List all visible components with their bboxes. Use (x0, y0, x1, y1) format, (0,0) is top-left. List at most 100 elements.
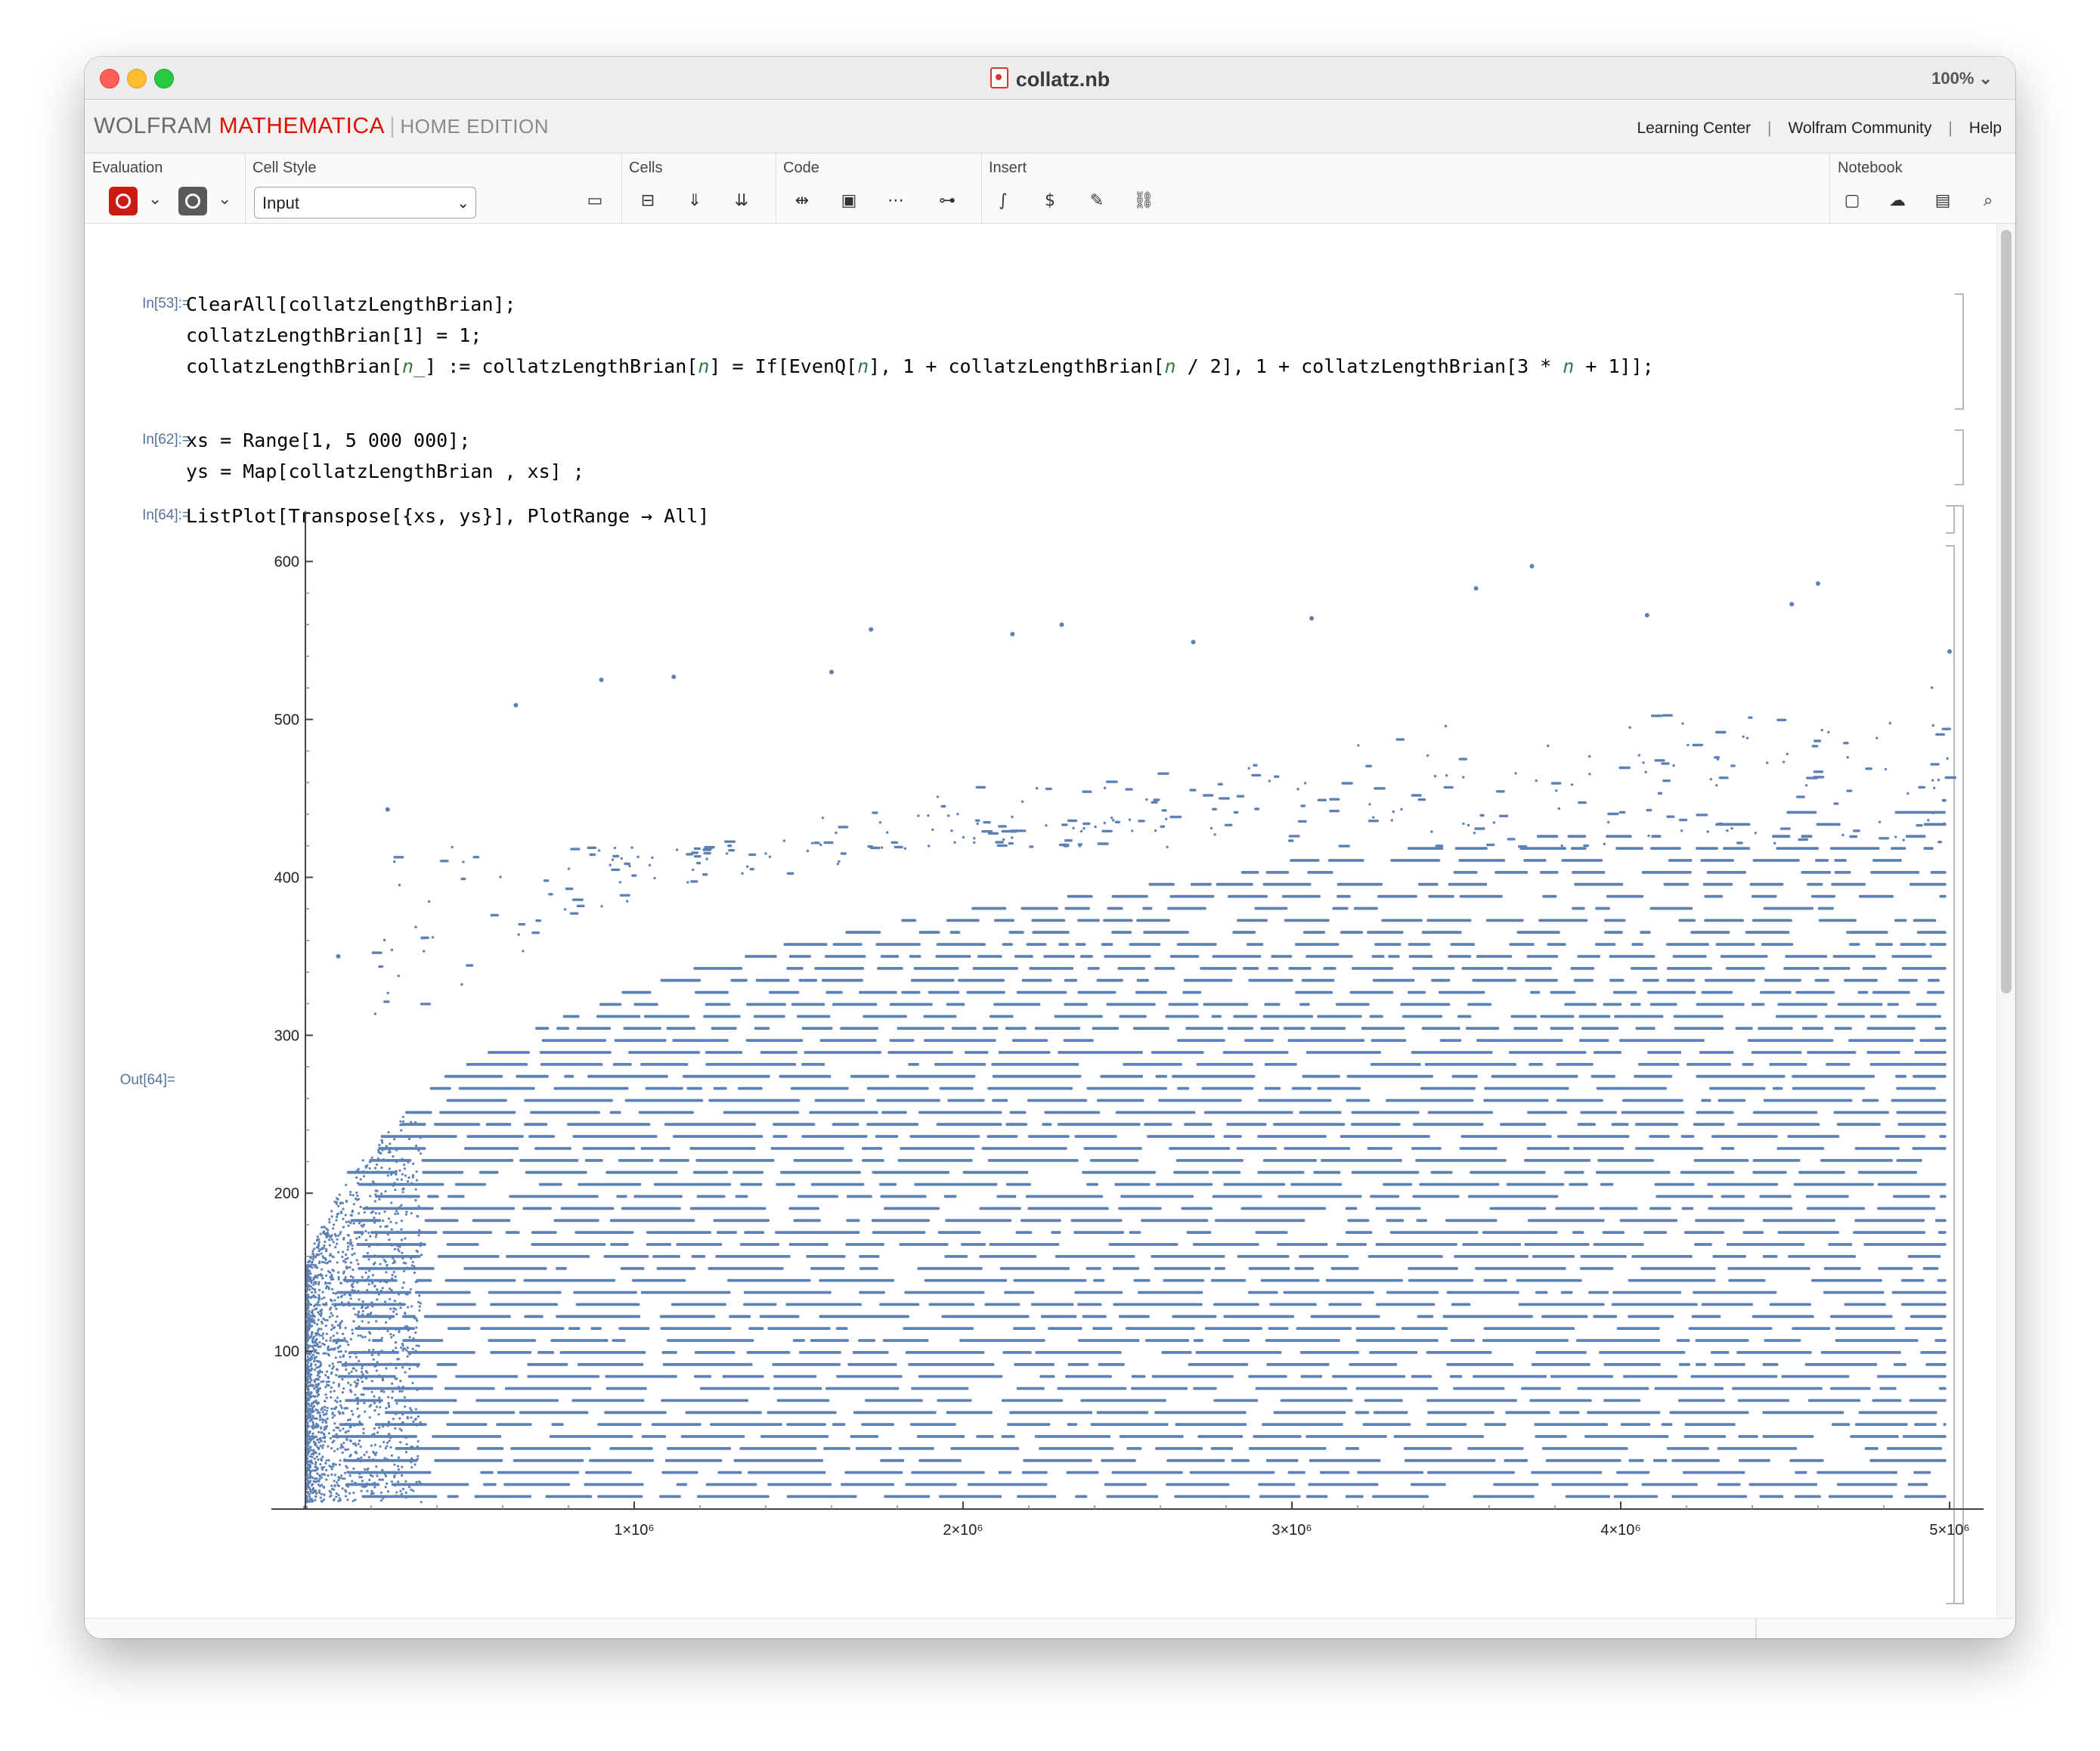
plot-point (324, 1258, 327, 1261)
plot-point (329, 1271, 332, 1274)
plot-point (1844, 1303, 1886, 1306)
plot-point (1718, 776, 1729, 779)
plot-point (1017, 1495, 1057, 1498)
insert-math-icon[interactable]: ∫ (999, 191, 1008, 210)
cell-bracket-out64[interactable] (1946, 545, 1955, 1604)
plot-point (327, 1233, 330, 1236)
cell-bracket-in62[interactable] (1955, 429, 1964, 485)
close-button[interactable] (100, 69, 119, 88)
cloud-upload-icon[interactable]: ☁ (1889, 191, 1906, 210)
plot-point (345, 1220, 348, 1223)
chevron-down-icon[interactable]: ⌄ (218, 190, 232, 209)
zoom-level-menu[interactable]: 100% ⌄ (1931, 69, 1993, 88)
plot-point (567, 867, 571, 870)
plot-point (1098, 1362, 1125, 1366)
cell-bracket-in53[interactable] (1955, 293, 1964, 410)
notebook-content[interactable]: In[53]:= ClearAll[collatzLengthBrian]; c… (85, 224, 1997, 1638)
code-block-icon[interactable]: ▣ (841, 191, 857, 210)
plot-point (779, 1074, 832, 1078)
in62-line-2[interactable]: ys = Map[collatzLengthBrian , xs] ; (186, 460, 584, 482)
plot-point (1896, 1086, 1936, 1090)
plot-point (1649, 1135, 1670, 1138)
plot-point (341, 1201, 344, 1204)
chevron-down-icon[interactable]: ⌄ (148, 190, 163, 209)
plot-point (413, 1265, 416, 1268)
horizontal-scroll-thumb[interactable] (1755, 1619, 1757, 1638)
plot-point (363, 1453, 366, 1456)
search-icon[interactable]: ⌕ (1983, 191, 1993, 210)
plot-point (373, 1221, 376, 1224)
chat-icon[interactable]: ▢ (1844, 191, 1860, 210)
link-learning-center[interactable]: Learning Center (1637, 119, 1752, 137)
in53-line-3[interactable]: collatzLengthBrian[n_] := collatzLengthB… (186, 355, 1654, 377)
plot-point (1482, 1339, 1569, 1342)
plot-point (723, 1111, 799, 1114)
plot-point (1283, 1027, 1306, 1030)
plot-point (1177, 1039, 1225, 1042)
plot-point-sample (1191, 640, 1196, 645)
insert-output-icon[interactable]: ⇊ (734, 191, 749, 210)
evaluate-button[interactable] (109, 187, 138, 215)
plot-point (311, 1311, 314, 1314)
plot-point (366, 1489, 369, 1492)
plot-point (356, 1378, 359, 1381)
cell-group-icon[interactable]: ⊟ (640, 191, 655, 210)
plot-point (335, 1433, 338, 1436)
plot-point (312, 1348, 315, 1351)
plot-point (375, 1405, 378, 1409)
plot-point (1647, 990, 1696, 994)
plot-point (1290, 1182, 1343, 1186)
code-move-icon[interactable]: ⇹ (794, 191, 810, 210)
plot-point (330, 1336, 333, 1339)
horizontal-scrollbar[interactable] (85, 1618, 2015, 1638)
plot-point (307, 1433, 310, 1436)
insert-drawing-icon[interactable]: ✎ (1089, 191, 1104, 210)
cell-bracket-group-in64[interactable] (1955, 505, 1964, 1604)
plot-point (1467, 1195, 1559, 1198)
plot-point (1212, 1195, 1262, 1198)
plot-point (1483, 1278, 1507, 1282)
insert-link-icon[interactable]: ⛓ (1133, 191, 1154, 210)
plot-point (1644, 770, 1647, 773)
link-wolfram-community[interactable]: Wolfram Community (1788, 119, 1932, 137)
in53-line-2[interactable]: collatzLengthBrian[1] = 1; (186, 324, 482, 346)
plot-point (1424, 1063, 1516, 1066)
plot-point (418, 1229, 421, 1232)
in64-line-1[interactable]: ListPlot[Transpose[{xs, ys}], PlotRange … (186, 505, 710, 527)
plot-point-sample (1309, 615, 1315, 621)
vertical-scroll-thumb[interactable] (2001, 230, 2012, 993)
plot-point (1262, 1159, 1317, 1162)
plot-point (317, 1238, 321, 1241)
plot-point (1355, 1411, 1370, 1415)
minimize-button[interactable] (127, 69, 147, 88)
plot-point (323, 1244, 326, 1247)
zoom-button[interactable] (154, 69, 174, 88)
plot-point (358, 1359, 361, 1362)
cell-style-sidebar-icon[interactable]: ▭ (587, 191, 603, 210)
insert-input-icon[interactable]: ⇓ (687, 191, 702, 210)
cell-style-select[interactable]: Input ⌄ (254, 187, 476, 218)
plot-point (711, 1027, 737, 1030)
vertical-scrollbar[interactable] (1996, 224, 2015, 1638)
plot-point (518, 922, 526, 926)
plot-point (1649, 1003, 1677, 1006)
plot-point (1524, 1159, 1591, 1162)
in53-line-1[interactable]: ClearAll[collatzLengthBrian]; (186, 293, 516, 315)
in62-line-1[interactable]: xs = Range[1, 5 000 000]; (186, 429, 471, 451)
cell-bracket-in64[interactable] (1946, 505, 1955, 534)
insert-formula-icon[interactable]: $ (1045, 191, 1055, 210)
plot-point (1211, 1015, 1222, 1018)
plot-point (550, 1339, 609, 1342)
plot-point (395, 1312, 398, 1316)
code-ellipsis-icon[interactable]: ⋯ (887, 191, 904, 210)
plot-point (376, 1431, 379, 1434)
plot-point (1421, 931, 1462, 934)
abort-evaluation-button[interactable] (178, 187, 207, 215)
plot-point (321, 1421, 324, 1424)
code-comment-icon[interactable]: ⊶ (939, 191, 956, 210)
link-help[interactable]: Help (1968, 119, 2002, 137)
slideshow-icon[interactable]: ▤ (1934, 191, 1951, 210)
plot-point (414, 1198, 417, 1202)
y-tick-label: 200 (274, 1185, 299, 1202)
